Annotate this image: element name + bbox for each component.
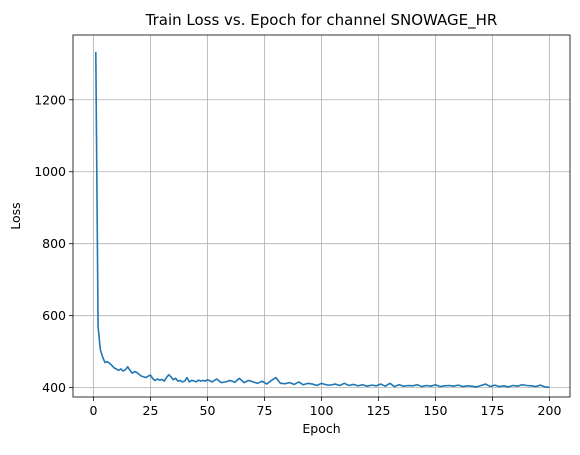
x-tick-label: 175 bbox=[481, 403, 505, 418]
y-axis-label: Loss bbox=[8, 202, 23, 229]
plot-area bbox=[95, 51, 550, 389]
grid-lines bbox=[73, 35, 570, 397]
x-tick-label: 200 bbox=[538, 403, 562, 418]
x-tick-label: 50 bbox=[200, 403, 216, 418]
x-tick-label: 100 bbox=[310, 403, 334, 418]
x-tick-label: 125 bbox=[367, 403, 391, 418]
y-tick-label: 1000 bbox=[34, 164, 66, 179]
y-tick-label: 600 bbox=[42, 308, 66, 323]
loss-series-line bbox=[95, 51, 550, 389]
axis-ticks: 0 25 50 75 100 125 150 175 200 400 600 800 1000 1200 bbox=[34, 92, 561, 418]
x-tick-label: 150 bbox=[424, 403, 448, 418]
x-axis-label: Epoch bbox=[302, 421, 340, 436]
chart-title: Train Loss vs. Epoch for channel SNOWAGE… bbox=[145, 11, 498, 30]
y-tick-label: 1200 bbox=[34, 92, 66, 107]
x-tick-label: 75 bbox=[257, 403, 273, 418]
x-tick-label: 0 bbox=[90, 403, 98, 418]
x-tick-label: 25 bbox=[143, 403, 159, 418]
y-tick-label: 800 bbox=[42, 236, 66, 251]
y-tick-label: 400 bbox=[42, 380, 66, 395]
